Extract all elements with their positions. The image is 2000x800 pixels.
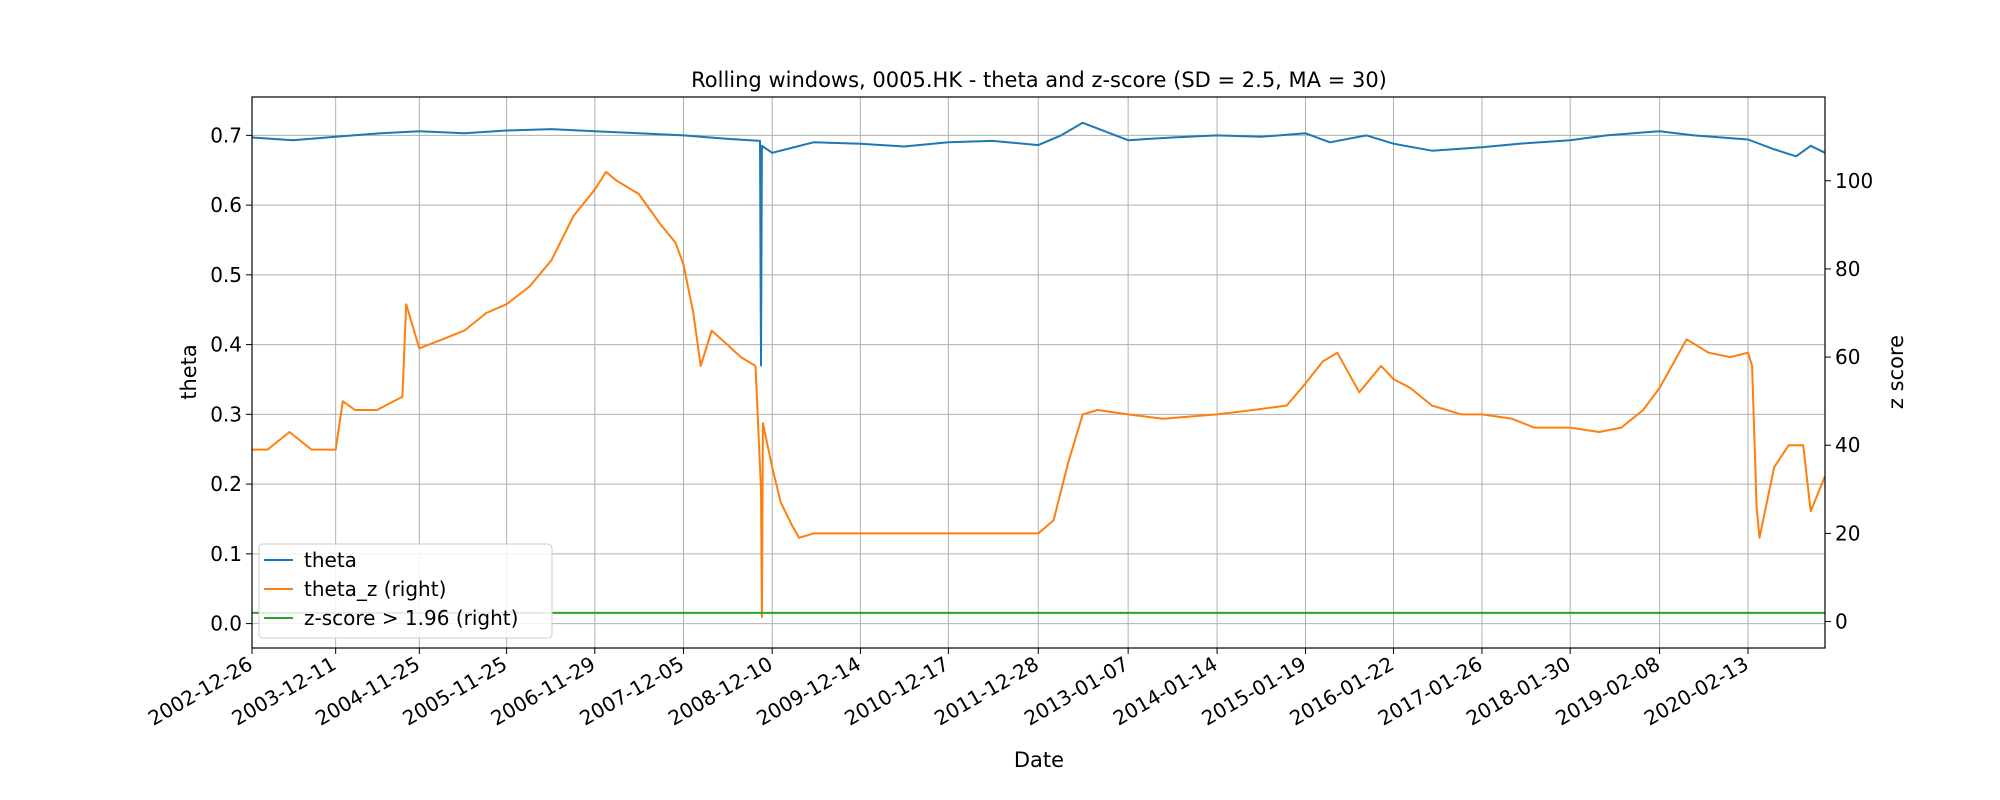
right-tick-label: 0: [1835, 610, 1848, 634]
left-axis-label: theta: [177, 344, 201, 400]
legend-label: theta: [304, 548, 357, 572]
right-tick-label: 60: [1835, 345, 1860, 369]
legend-box: [258, 543, 553, 639]
legend: theta theta_z (right) z-score > 1.96 (righ…: [258, 543, 553, 639]
left-axis: 0.0 0.1 0.2 0.3 0.4 0.5 0.6 0.7: [210, 123, 252, 636]
right-axis-label: z score: [1884, 335, 1908, 409]
series-line-theta: [251, 121, 1826, 367]
grid: [251, 97, 1825, 648]
left-tick-label: 0.5: [210, 263, 242, 287]
right-tick-label: 80: [1835, 257, 1860, 281]
series-line-theta-z-right: [252, 170, 1826, 619]
right-axis: 0 20 40 60 80 100: [1825, 169, 1873, 634]
left-tick-label: 0.3: [210, 402, 242, 426]
right-tick-label: 40: [1835, 433, 1860, 457]
left-tick-label: 0.0: [210, 612, 242, 636]
x-axis-label: Date: [1014, 748, 1064, 772]
right-tick-label: 100: [1835, 169, 1873, 193]
legend-label: theta_z (right): [304, 577, 446, 601]
left-tick-label: 0.6: [210, 193, 242, 217]
left-tick-label: 0.4: [210, 333, 242, 357]
left-tick-label: 0.7: [210, 123, 242, 147]
left-tick-label: 0.2: [210, 472, 242, 496]
left-tick-label: 0.1: [210, 542, 242, 566]
chart-title: Rolling windows, 0005.HK - theta and z-s…: [691, 68, 1387, 92]
legend-label: z-score > 1.96 (right): [304, 606, 518, 630]
right-tick-label: 20: [1835, 521, 1860, 545]
